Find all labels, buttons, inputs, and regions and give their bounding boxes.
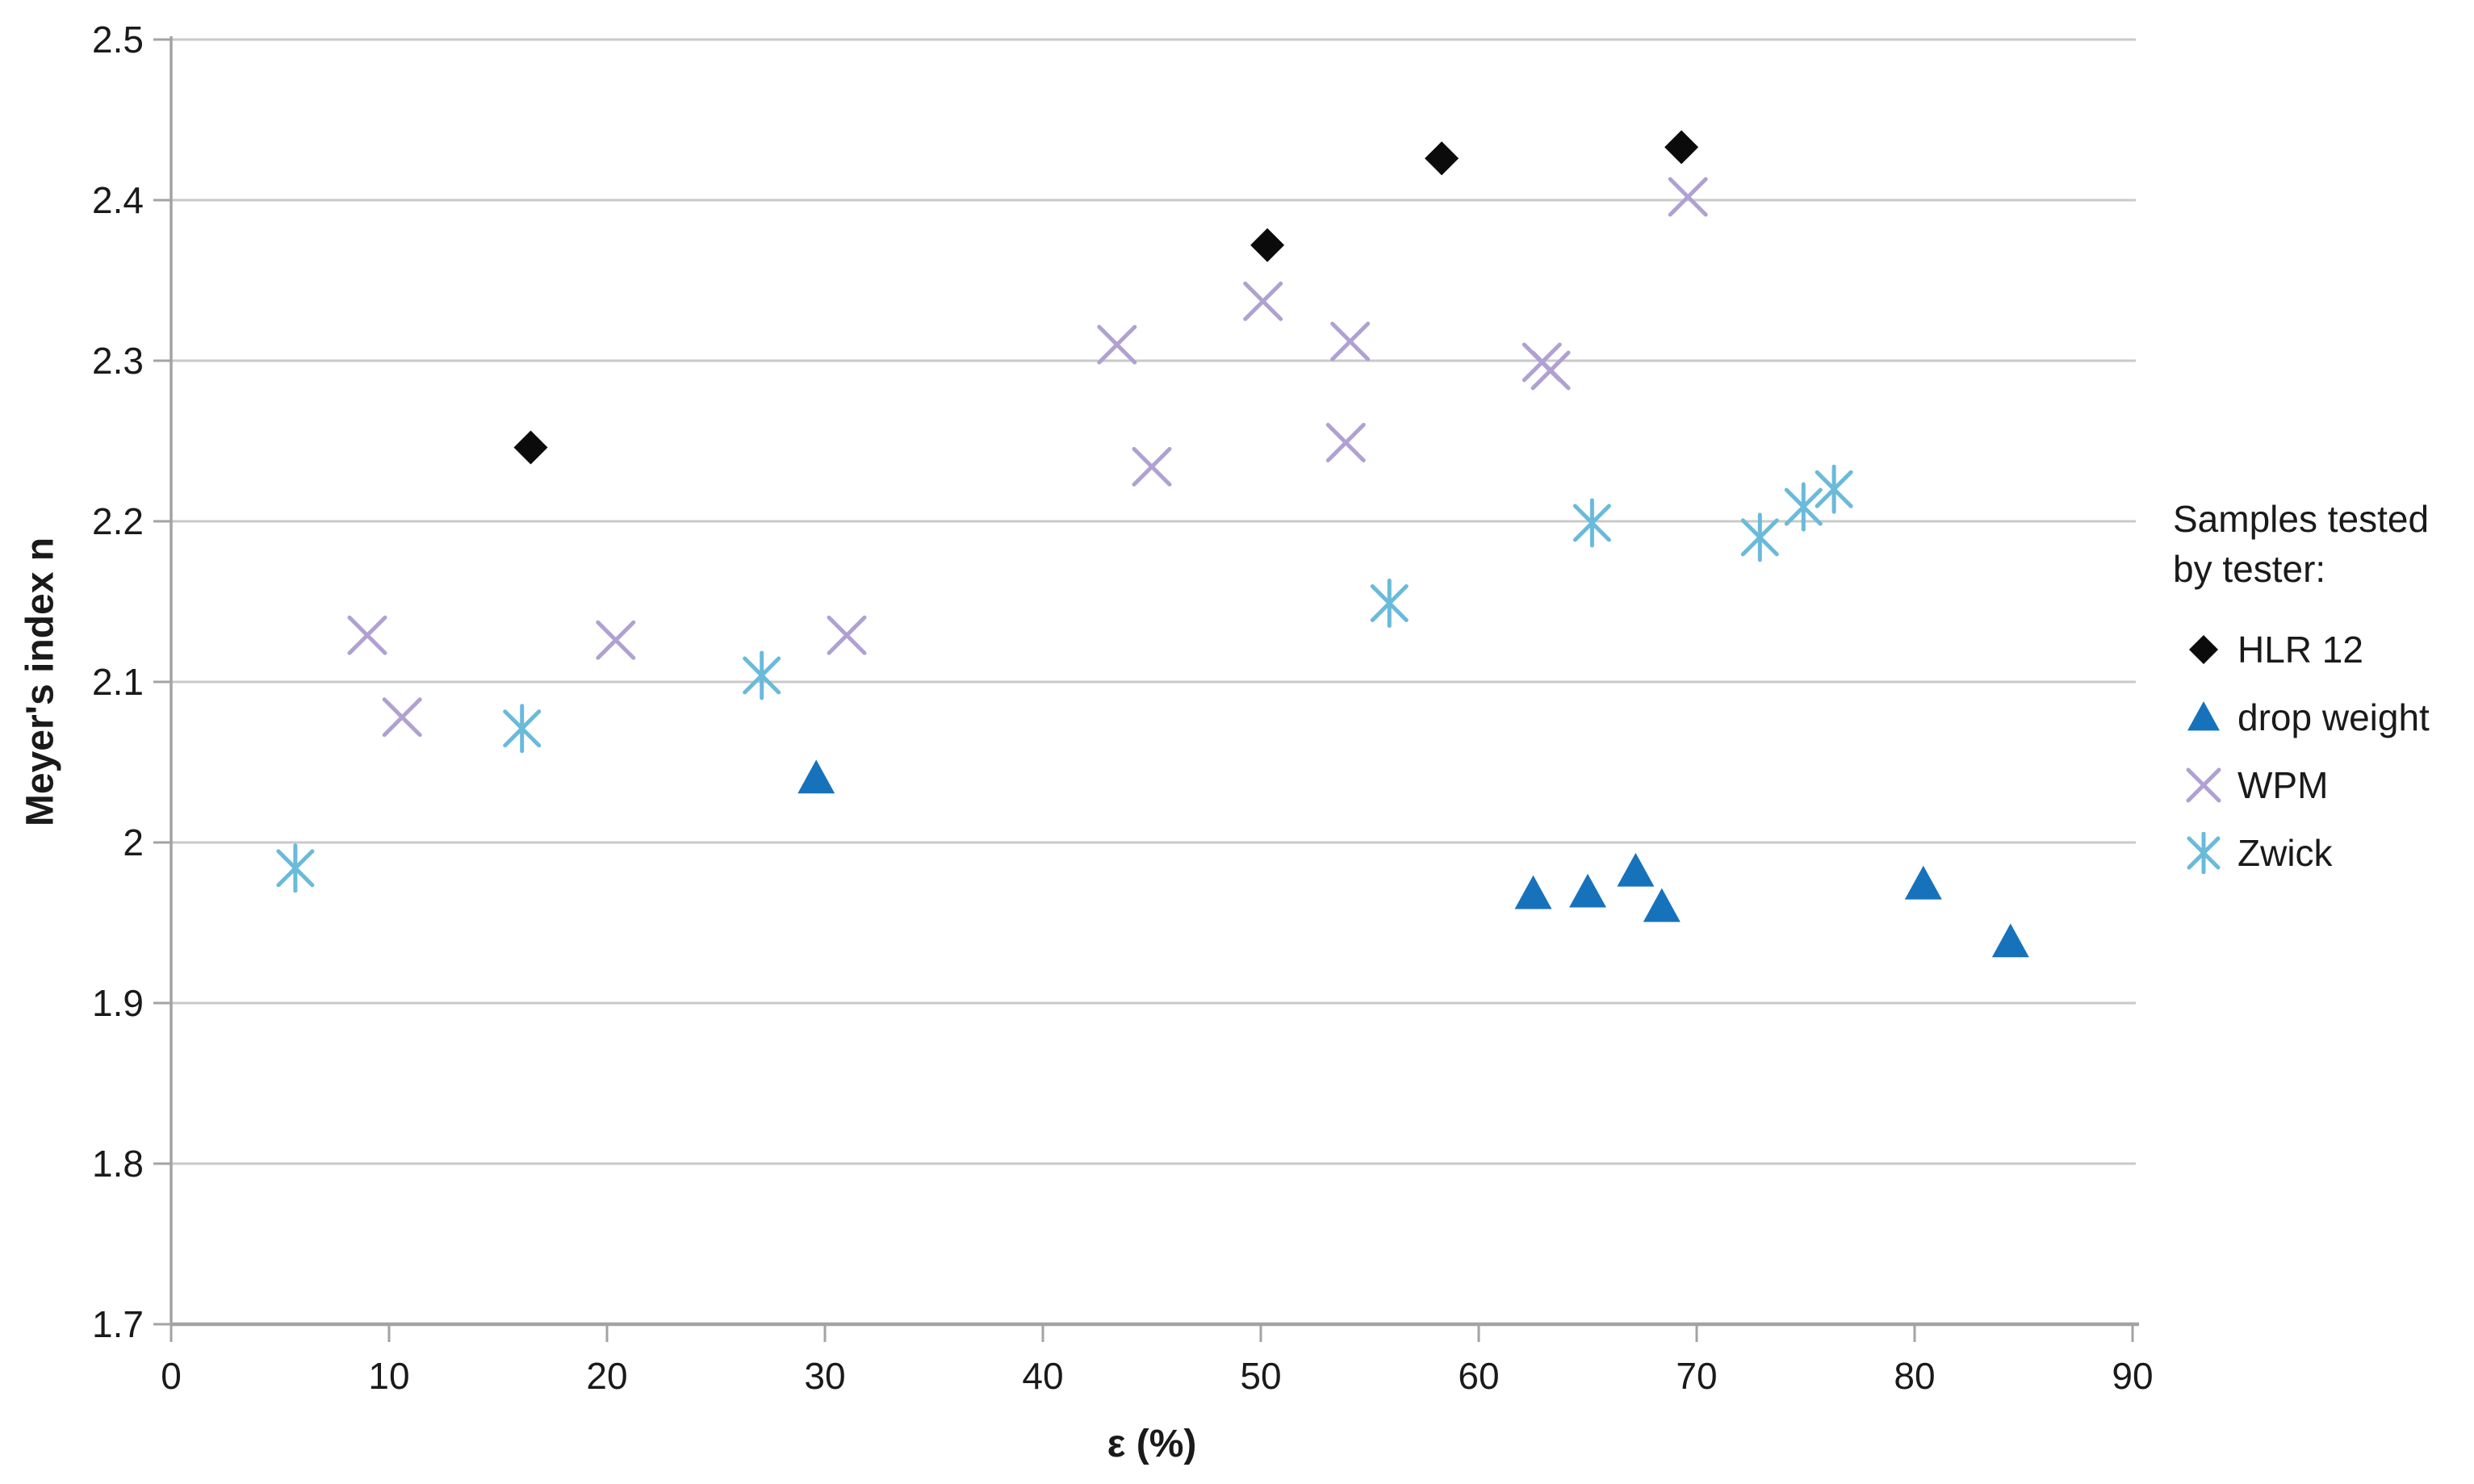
marker-zwick <box>743 650 781 700</box>
legend-title: Samples tested by tester: <box>2173 494 2430 594</box>
x-axis-tick-label: 50 <box>1240 1355 1281 1397</box>
legend: Samples tested by tester: HLR 12 drop wei… <box>2173 494 2430 901</box>
x-axis-tick-label: 10 <box>368 1355 409 1397</box>
marker-wpm <box>596 620 636 660</box>
x-axis-tick-label: 70 <box>1676 1355 1717 1397</box>
marker-drop-weight <box>1643 888 1681 922</box>
legend-item-hlr-12: HLR 12 <box>2183 629 2430 671</box>
legend-title-line-1: Samples tested <box>2173 498 2430 540</box>
x-axis-tick-label: 80 <box>1894 1355 1935 1397</box>
marker-wpm <box>1097 324 1137 365</box>
marker-zwick <box>276 843 315 893</box>
legend-item-zwick: Zwick <box>2183 832 2430 874</box>
marker-wpm <box>1325 422 1366 462</box>
series-hlr-12 <box>513 130 1699 465</box>
x-axis-tick-label: 60 <box>1458 1355 1499 1397</box>
marker-hlr-12 <box>1425 141 1459 176</box>
marker-zwick <box>503 704 542 754</box>
y-axis-tick-label: 2.2 <box>92 500 144 542</box>
legend-title-line-2: by tester: <box>2173 548 2326 590</box>
legend-marker-triangle-icon <box>2187 701 2220 731</box>
marker-zwick <box>1572 498 1611 548</box>
marker-zwick <box>1784 482 1823 532</box>
legend-item-label: Zwick <box>2237 832 2333 874</box>
y-axis-tick-label: 2 <box>123 821 144 863</box>
x-axis-tick-label: 90 <box>2112 1355 2153 1397</box>
y-axis-tick-label: 2.3 <box>92 340 144 382</box>
legend-marker-diamond-icon <box>2189 635 2218 664</box>
marker-hlr-12 <box>1664 130 1699 165</box>
marker-drop-weight <box>1617 852 1655 887</box>
legend-marker-star6-icon <box>2187 832 2221 874</box>
y-axis-tick-label: 2.5 <box>92 19 144 61</box>
marker-wpm <box>1668 177 1708 217</box>
marker-wpm <box>1530 350 1571 391</box>
y-axis-tick-label: 2.4 <box>92 179 144 221</box>
series-drop-weight <box>797 759 2029 958</box>
series-wpm <box>347 177 1708 738</box>
legend-item-label: HLR 12 <box>2237 629 2363 671</box>
marker-wpm <box>382 697 422 738</box>
legend-item-label: drop weight <box>2237 696 2430 738</box>
legend-item-drop-weight: drop weight <box>2183 696 2430 738</box>
x-axis-tick-label: 0 <box>161 1355 182 1397</box>
marker-zwick <box>1815 464 1853 514</box>
y-axis-tick-label: 1.9 <box>92 982 144 1024</box>
x-axis-tick-label: 40 <box>1022 1355 1063 1397</box>
marker-hlr-12 <box>1250 228 1285 262</box>
marker-wpm <box>827 615 867 655</box>
x-axis-title: ε (%) <box>1107 1423 1197 1465</box>
marker-zwick <box>1740 512 1779 562</box>
legend-marker-x-icon <box>2186 767 2221 803</box>
legend-item-wpm: WPM <box>2183 764 2430 806</box>
marker-drop-weight <box>1904 865 1942 900</box>
marker-zwick <box>1370 578 1409 628</box>
series-zwick <box>276 464 1853 893</box>
y-axis-title: Meyer's index n <box>19 537 62 827</box>
marker-wpm <box>347 615 387 655</box>
x-axis-tick-label: 30 <box>804 1355 845 1397</box>
y-axis-tick-label: 1.8 <box>92 1143 144 1185</box>
x-axis-tick-label: 20 <box>586 1355 627 1397</box>
y-axis-tick-label: 2.1 <box>92 661 144 703</box>
legend-items: HLR 12 drop weight WPM Zwick <box>2183 629 2430 874</box>
y-axis-tick-label: 1.7 <box>92 1303 144 1345</box>
marker-wpm <box>1243 281 1283 321</box>
marker-drop-weight <box>797 759 835 794</box>
marker-drop-weight <box>1569 873 1606 908</box>
marker-drop-weight <box>1514 875 1552 909</box>
marker-drop-weight <box>1991 923 2029 958</box>
marker-wpm <box>1330 321 1371 362</box>
legend-item-label: WPM <box>2237 764 2329 806</box>
marker-wpm <box>1132 446 1172 487</box>
marker-hlr-12 <box>513 430 548 465</box>
